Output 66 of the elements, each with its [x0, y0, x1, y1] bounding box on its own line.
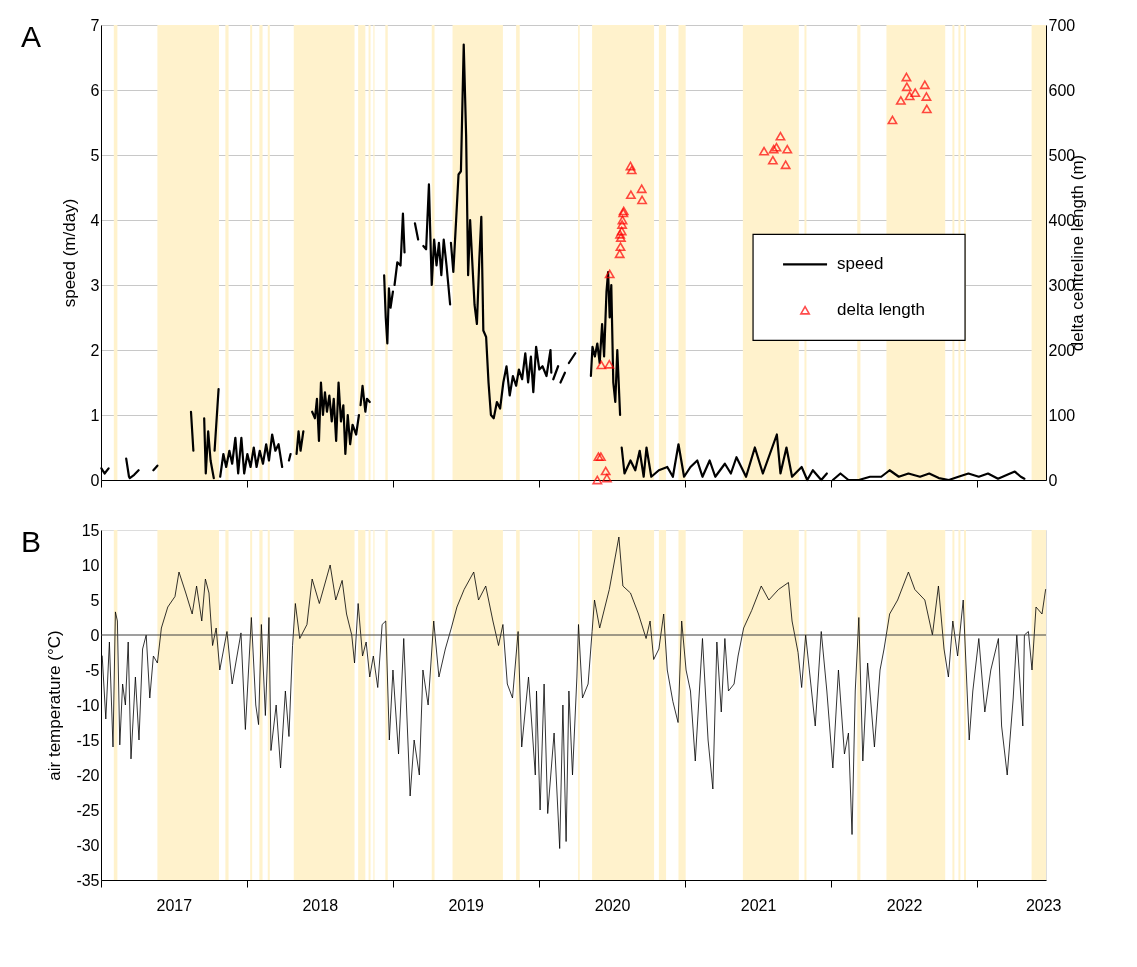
y-tick-label: 5 — [90, 146, 100, 164]
y-tick-label: -10 — [76, 696, 100, 714]
point — [617, 215, 628, 225]
y-tick-label: -35 — [76, 871, 100, 889]
point — [775, 131, 786, 141]
point — [604, 269, 615, 279]
y-tick-label: -25 — [76, 801, 100, 819]
point — [592, 475, 603, 485]
point — [626, 165, 637, 175]
x-tick-label: 2022 — [886, 896, 923, 914]
y-tick-label: 1 — [90, 406, 100, 424]
y-tick-label: 5 — [90, 591, 100, 609]
x-tick-label: 2020 — [594, 896, 631, 914]
point — [901, 82, 912, 92]
y-tick-label: -30 — [76, 836, 100, 854]
point — [637, 195, 648, 205]
legend-label: delta length — [837, 300, 925, 320]
point — [904, 91, 915, 101]
y-tick-label: 4 — [90, 211, 100, 229]
point — [782, 144, 793, 154]
point — [604, 359, 615, 369]
point — [919, 80, 930, 90]
x-tick-label: 2021 — [740, 896, 777, 914]
point — [615, 233, 626, 242]
y-tick-label: 0 — [90, 471, 100, 489]
y2-tick-label: 600 — [1048, 81, 1076, 99]
text: B — [21, 525, 42, 558]
point — [887, 115, 898, 125]
point — [910, 88, 921, 98]
point — [921, 104, 932, 114]
point — [901, 72, 912, 82]
point — [614, 249, 625, 259]
y-tick-label: 10 — [81, 556, 100, 574]
point — [615, 242, 626, 252]
x-tick-label: 2017 — [156, 896, 193, 914]
point — [921, 92, 932, 101]
point — [636, 184, 647, 194]
x-tick-label: 2023 — [1025, 896, 1062, 914]
y-tick-label: 7 — [90, 16, 100, 34]
y-tick-label: -5 — [85, 661, 100, 679]
point — [600, 466, 611, 476]
point — [617, 220, 628, 229]
y-axis-title: speed (m/day) — [59, 198, 79, 308]
y-tick-label: 15 — [81, 521, 100, 539]
x-tick-label: 2019 — [448, 896, 485, 914]
y-tick-label: -15 — [76, 731, 100, 749]
y-tick-label: 0 — [90, 626, 100, 644]
y2-tick-label: 100 — [1048, 406, 1076, 424]
y-tick-label: 2 — [90, 341, 100, 359]
point — [895, 95, 906, 105]
y-tick-label: 6 — [90, 81, 100, 99]
point — [759, 146, 770, 156]
y-tick-label: -20 — [76, 766, 100, 784]
point — [596, 360, 607, 370]
point — [625, 190, 636, 200]
y-axis-title: air temperature (°C) — [45, 630, 65, 781]
y2-tick-label: 700 — [1048, 16, 1076, 34]
point — [625, 161, 636, 171]
point — [780, 160, 791, 170]
point — [601, 473, 612, 483]
point — [767, 155, 778, 165]
y-tick-label: 3 — [90, 276, 100, 294]
y2-tick-label: 0 — [1048, 471, 1058, 489]
x-tick-label: 2018 — [302, 896, 339, 914]
legend-label: speed — [837, 254, 884, 274]
text: A — [21, 20, 42, 53]
